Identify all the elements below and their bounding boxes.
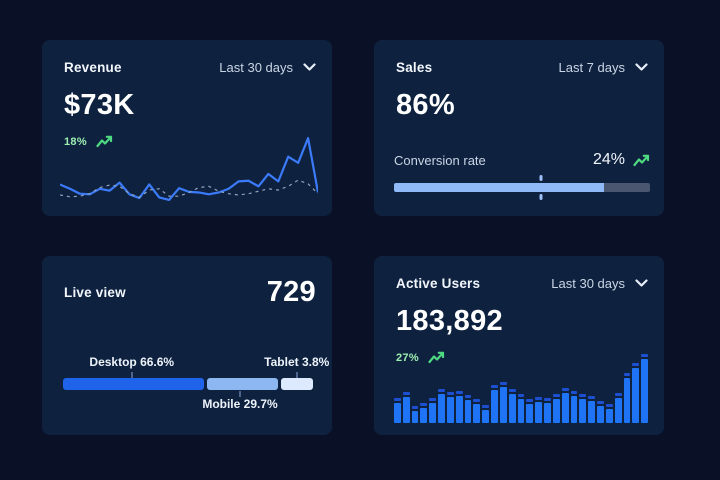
- device-stacked-bar: [63, 378, 313, 390]
- live-view-card: Live view 729 Desktop 66.6% Tablet 3.8% …: [42, 256, 332, 435]
- daily-bar: [394, 397, 401, 423]
- daily-bar: [499, 382, 507, 423]
- revenue-value: $73K: [64, 89, 135, 121]
- active-users-value: 183,892: [396, 305, 503, 337]
- daily-bar: [623, 373, 631, 423]
- daily-bar: [508, 388, 516, 423]
- segment-desktop: [63, 378, 204, 390]
- live-view-value: 729: [266, 276, 316, 308]
- daily-bar: [402, 392, 410, 423]
- sales-card: Sales Last 7 days 86% Conversion rate 24…: [374, 40, 664, 216]
- daily-bar: [411, 405, 419, 423]
- daily-bar: [438, 388, 445, 423]
- revenue-delta-value: 18%: [64, 135, 87, 148]
- daily-bar: [491, 385, 498, 423]
- daily-bar: [473, 398, 481, 423]
- daily-bar: [597, 401, 604, 423]
- active-users-period-select[interactable]: Last 30 days: [551, 276, 648, 291]
- chevron-down-icon: [303, 63, 316, 71]
- daily-bar: [455, 391, 463, 423]
- progress-track: [394, 183, 650, 192]
- chevron-down-icon: [635, 279, 648, 287]
- conversion-block: Conversion rate 24%: [394, 151, 650, 200]
- device-bottom-ticks: [63, 390, 313, 397]
- tablet-share-label: Tablet 3.8%: [264, 355, 330, 369]
- revenue-delta: 18%: [64, 135, 316, 148]
- daily-bar: [420, 402, 428, 423]
- daily-bar: [605, 403, 613, 423]
- conversion-progress-bar: [394, 175, 650, 200]
- daily-bar: [579, 393, 587, 423]
- chevron-down-icon: [635, 63, 648, 71]
- daily-bar: [517, 393, 525, 423]
- mobile-share-label: Mobile 29.7%: [202, 397, 278, 411]
- sales-delta-value: 24%: [592, 151, 625, 168]
- segment-tablet: [280, 378, 313, 390]
- active-users-card: Active Users Last 30 days 183,892 27%: [374, 256, 664, 435]
- device-top-labels: Desktop 66.6% Tablet 3.8%: [63, 355, 329, 371]
- live-view-card-header: Live view 729: [64, 276, 316, 309]
- revenue-card-title: Revenue: [64, 60, 122, 75]
- tablet-tick: [295, 372, 298, 378]
- revenue-card-header: Revenue Last 30 days: [64, 60, 316, 75]
- device-breakdown: Desktop 66.6% Tablet 3.8% Mobile 29.7%: [63, 355, 329, 413]
- trend-up-icon: [633, 154, 650, 166]
- desktop-share-label: Desktop 66.6%: [89, 355, 175, 369]
- sales-card-title: Sales: [396, 60, 433, 75]
- active-users-period-label: Last 30 days: [551, 276, 625, 291]
- progress-target-marker-bottom: [539, 194, 543, 200]
- daily-bar: [544, 397, 551, 423]
- daily-bar: [464, 395, 472, 423]
- daily-bar: [632, 363, 640, 423]
- daily-bar: [535, 396, 543, 423]
- sales-period-select[interactable]: Last 7 days: [559, 60, 649, 75]
- daily-bar: [526, 398, 534, 423]
- revenue-chart: [60, 132, 318, 204]
- sales-value: 86%: [396, 89, 455, 121]
- live-view-card-title: Live view: [64, 285, 126, 300]
- active-users-card-title: Active Users: [396, 276, 481, 291]
- revenue-period-select[interactable]: Last 30 days: [219, 60, 316, 75]
- trend-up-icon: [428, 351, 445, 364]
- daily-bar: [588, 395, 596, 423]
- daily-bar: [570, 390, 578, 423]
- sales-delta: 24%: [593, 151, 650, 169]
- conversion-row: Conversion rate 24%: [394, 151, 650, 169]
- sales-card-header: Sales Last 7 days: [396, 60, 648, 75]
- daily-bar: [446, 392, 454, 423]
- segment-mobile: [206, 378, 278, 390]
- active-users-card-header: Active Users Last 30 days: [396, 276, 648, 291]
- daily-bar: [429, 397, 437, 423]
- active-users-delta: 27%: [396, 351, 648, 364]
- device-top-ticks: [63, 371, 313, 378]
- daily-bar: [614, 393, 622, 423]
- daily-bar: [641, 354, 649, 423]
- daily-bar: [552, 393, 560, 423]
- active-users-delta-value: 27%: [396, 351, 419, 364]
- progress-target-marker-top: [539, 175, 543, 181]
- conversion-label: Conversion rate: [394, 152, 486, 168]
- active-users-bars: [394, 351, 649, 423]
- mobile-tick: [239, 391, 241, 397]
- desktop-tick: [130, 372, 133, 378]
- daily-bar: [561, 387, 569, 423]
- revenue-period-label: Last 30 days: [219, 60, 293, 75]
- daily-bar: [482, 404, 490, 423]
- revenue-card: Revenue Last 30 days $73K 18%: [42, 40, 332, 216]
- sales-period-label: Last 7 days: [558, 60, 626, 75]
- device-bottom-labels: Mobile 29.7%: [63, 397, 313, 413]
- trend-up-icon: [96, 135, 113, 148]
- progress-fill: [394, 183, 604, 192]
